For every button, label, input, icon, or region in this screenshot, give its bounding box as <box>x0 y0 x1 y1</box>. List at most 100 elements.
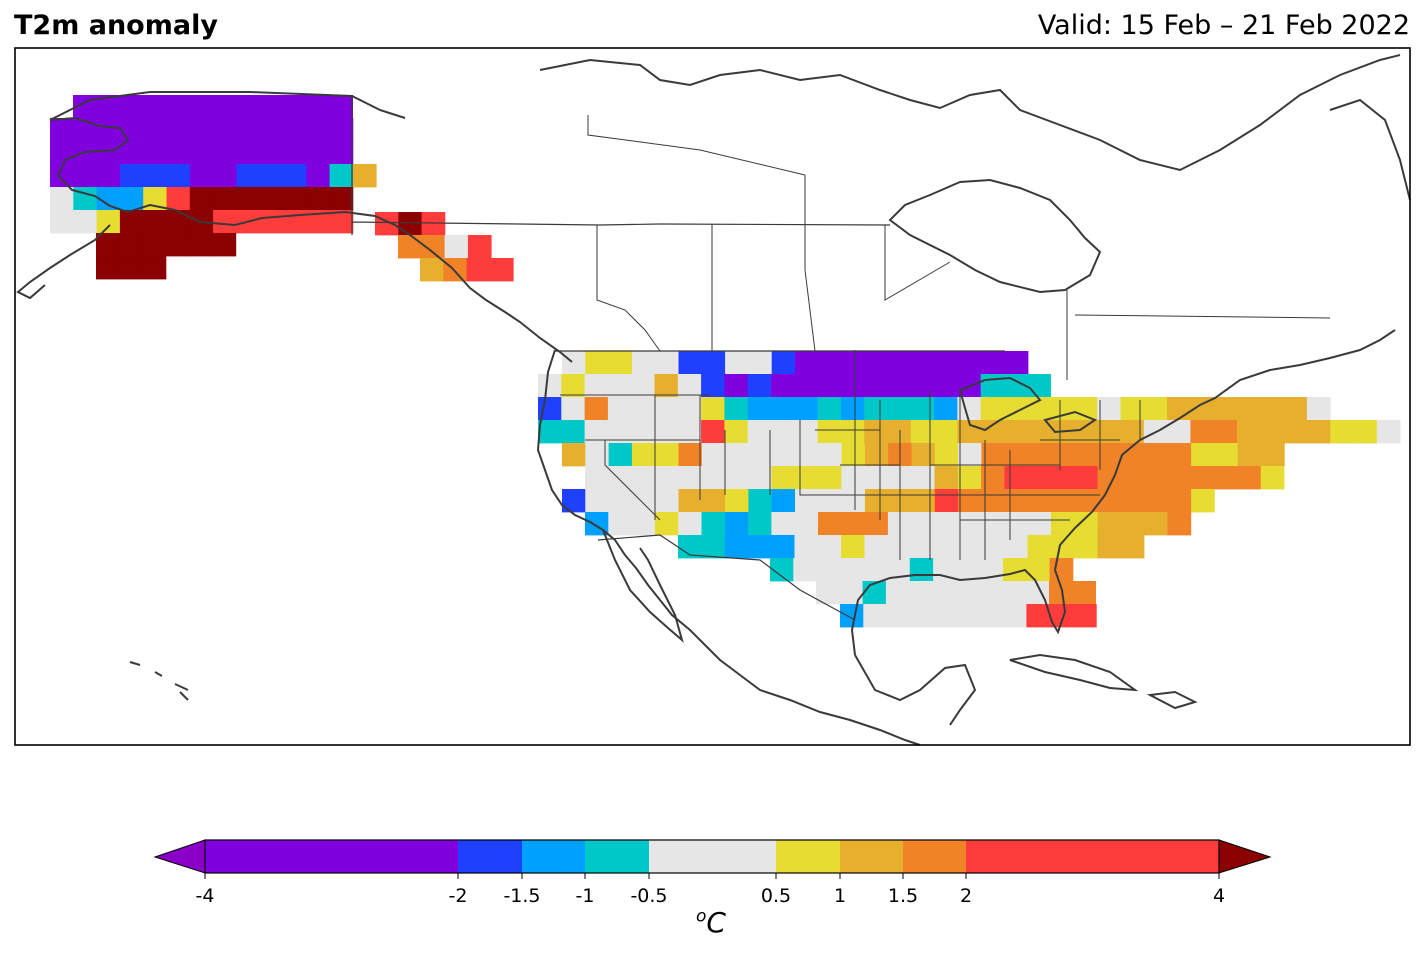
anomaly-cell <box>654 397 679 421</box>
anomaly-cell <box>213 118 237 142</box>
colorbar-bin <box>458 840 522 873</box>
anomaly-cell <box>584 374 609 398</box>
colorbar-tick-label: 1 <box>834 885 846 907</box>
anomaly-cell <box>724 466 749 490</box>
anomaly-cell <box>420 258 444 282</box>
anomaly-cell <box>771 420 795 444</box>
anomaly-cell <box>50 118 74 142</box>
anomaly-cell <box>655 489 679 513</box>
anomaly-cell <box>466 258 491 282</box>
anomaly-cell <box>1027 535 1052 559</box>
anomaly-cell <box>981 512 1005 536</box>
anomaly-cell <box>421 212 446 236</box>
anomaly-cell <box>864 535 889 559</box>
anomaly-cell <box>771 397 795 421</box>
anomaly-cell <box>306 187 330 211</box>
anomaly-cell <box>329 210 354 234</box>
anomaly-cell <box>979 581 1003 605</box>
anomaly-cell <box>934 443 959 467</box>
anomaly-cell <box>166 164 191 188</box>
us-west-coast <box>536 349 921 746</box>
anomaly-cell <box>725 351 749 375</box>
anomaly-cell <box>771 443 796 467</box>
anomaly-cell <box>840 374 865 398</box>
alaska-peninsula <box>16 224 111 300</box>
anomaly-cell <box>585 443 609 467</box>
anomaly-cell <box>73 210 97 234</box>
anomaly-cell <box>934 466 959 490</box>
anomaly-cell <box>96 233 120 257</box>
anomaly-cell <box>1097 443 1122 467</box>
anomaly-cell <box>956 604 981 628</box>
anomaly-cell <box>911 351 936 375</box>
anomaly-cell <box>282 95 307 119</box>
anomaly-cell <box>725 443 749 467</box>
anomaly-cell <box>818 443 842 467</box>
anomaly-cell <box>1376 420 1401 444</box>
anomaly-cell <box>911 535 935 559</box>
anomaly-cell <box>142 256 167 280</box>
anomaly-cell <box>724 512 749 536</box>
colorbar-tick-label: 4 <box>1213 885 1225 907</box>
anomaly-cell <box>864 351 889 375</box>
anomaly-cell <box>1283 420 1308 444</box>
anomaly-cell <box>1004 374 1028 398</box>
anomaly-cell <box>794 535 819 559</box>
anomaly-cell <box>538 374 562 398</box>
anomaly-cell <box>655 443 679 467</box>
great-lakes <box>958 376 1098 434</box>
greenland-edge <box>1329 98 1411 201</box>
anomaly-cell <box>677 397 702 421</box>
colorbar-over-arrow <box>1218 839 1272 874</box>
anomaly-cell <box>96 118 121 142</box>
colorbar-bin <box>903 840 966 873</box>
anomaly-cell <box>1004 420 1028 444</box>
anomaly-cell <box>864 420 888 444</box>
anomaly-cell <box>96 141 121 165</box>
anomaly-cell <box>840 397 865 421</box>
anomaly-cell <box>701 443 726 467</box>
anomaly-cell <box>444 235 469 259</box>
anomaly-cell <box>443 258 467 282</box>
anomaly-cell <box>1260 397 1284 421</box>
anomaly-cell <box>1167 466 1192 490</box>
anomaly-cell <box>236 118 261 142</box>
anomaly-cell <box>887 397 912 421</box>
anomaly-cell <box>119 141 144 165</box>
anomaly-cell <box>631 512 656 536</box>
anomaly-cell <box>818 466 842 490</box>
anomaly-cell <box>678 466 702 490</box>
hudson-bay <box>888 178 1102 294</box>
anomaly-cell <box>1237 466 1262 490</box>
anomaly-cell <box>213 141 237 165</box>
anomaly-cell <box>1120 397 1145 421</box>
anomaly-cell <box>1330 420 1354 444</box>
anomaly-cell <box>771 351 796 375</box>
alaska-north-coast <box>49 91 406 121</box>
province-borders <box>587 115 1331 380</box>
anomaly-cell <box>817 374 842 398</box>
anomaly-cell <box>608 512 632 536</box>
anomaly-cell <box>980 397 1005 421</box>
yucatan <box>854 654 977 726</box>
anomaly-cell <box>654 466 679 490</box>
anomaly-cell <box>981 466 1005 490</box>
anomaly-cell <box>1283 397 1308 421</box>
anomaly-cell <box>1073 420 1098 444</box>
anomaly-cell <box>1167 443 1192 467</box>
anomaly-cell <box>489 258 514 282</box>
anomaly-cell <box>213 187 237 211</box>
anomaly-cell <box>96 210 121 234</box>
anomaly-cell <box>467 235 492 259</box>
anomaly-cell <box>119 210 144 234</box>
anomaly-cell <box>1097 512 1122 536</box>
anomaly-cell <box>1190 420 1215 444</box>
anomaly-cell <box>864 374 888 398</box>
colorbar-ticks: -4 -2 -1.5 -1 -0.5 0.5 1 1.5 2 4 <box>196 873 1225 907</box>
anomaly-cell <box>1049 581 1073 605</box>
anomaly-cell <box>608 466 632 490</box>
anomaly-cell <box>1214 466 1238 490</box>
anomaly-cell <box>654 512 679 536</box>
anomaly-cell <box>770 558 794 582</box>
